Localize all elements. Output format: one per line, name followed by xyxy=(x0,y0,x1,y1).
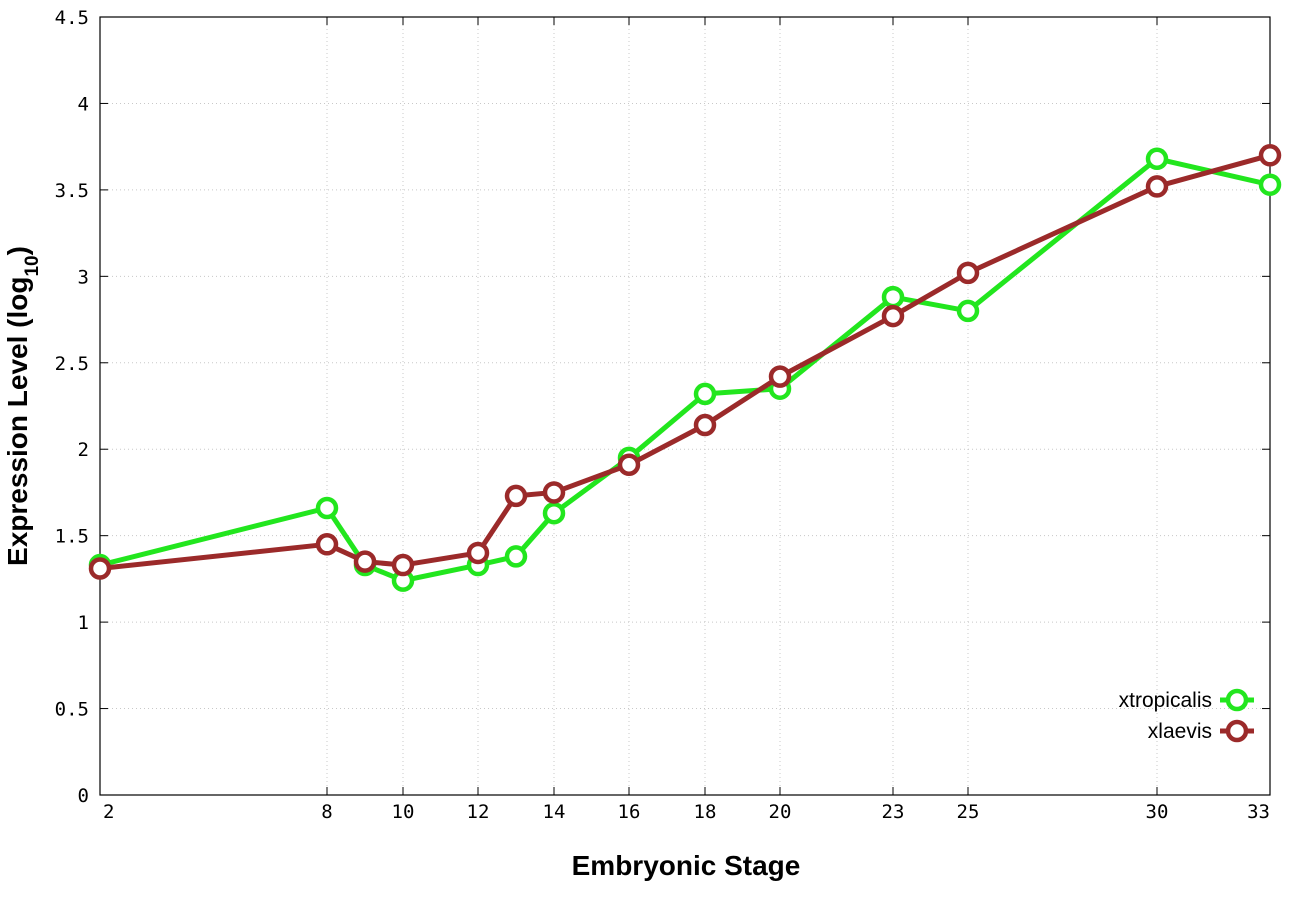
series-line xyxy=(99,152,1271,572)
data-point xyxy=(504,484,528,508)
y-tick-label: 4 xyxy=(78,93,89,115)
y-tick-label: 3.5 xyxy=(55,180,89,202)
data-point xyxy=(768,365,792,388)
data-point xyxy=(693,413,717,437)
data-point xyxy=(88,557,112,580)
y-tick-label: 2 xyxy=(78,439,89,461)
data-point xyxy=(693,382,717,406)
y-tick-label: 0.5 xyxy=(55,699,89,721)
data-point xyxy=(1145,175,1169,198)
grid xyxy=(100,17,1270,795)
legend-marker xyxy=(1225,688,1249,712)
data-point xyxy=(1258,173,1282,196)
x-tick-label: 25 xyxy=(957,801,980,823)
x-tick-label: 33 xyxy=(1247,801,1270,823)
data-point xyxy=(956,299,980,323)
x-tick-label: 10 xyxy=(392,801,415,823)
legend-marker xyxy=(1225,719,1249,743)
x-axis-title: Embryonic Stage xyxy=(572,850,801,881)
y-tick-label: 1 xyxy=(78,612,89,634)
data-point xyxy=(504,545,528,568)
data-point xyxy=(315,533,339,556)
data-point xyxy=(881,285,905,309)
legend-label: xtropicalis xyxy=(1119,689,1212,712)
data-point xyxy=(542,481,566,504)
series-line xyxy=(99,156,1271,584)
x-tick-label: 20 xyxy=(769,801,792,823)
axis-ticks: 2 8 10 12 14 16 18 20 23 25 30 33 0 0.5 1 1.5 2 2.5 3 3.5 4 4… xyxy=(55,7,1271,823)
y-axis-title: Expression Level (log10) xyxy=(2,246,43,566)
plot-frame xyxy=(99,16,1271,796)
legend-item-xtropicalis: xtropicalis xyxy=(1119,688,1254,712)
x-tick-label: 18 xyxy=(694,801,717,823)
y-tick-label: 1.5 xyxy=(55,526,89,548)
y-tick-label: 2.5 xyxy=(55,353,89,375)
legend: xtropicalis xlaevis xyxy=(1119,688,1254,743)
series-group xyxy=(88,144,1282,592)
legend-item-xlaevis: xlaevis xyxy=(1148,719,1254,743)
data-point xyxy=(542,501,566,525)
x-tick-label: 12 xyxy=(467,801,490,823)
data-point xyxy=(391,553,415,577)
y-axis-title-end: ) xyxy=(2,246,33,255)
y-tick-label: 4.5 xyxy=(55,7,89,29)
data-point xyxy=(1145,147,1169,171)
x-tick-label: 16 xyxy=(618,801,641,823)
data-point xyxy=(617,453,641,477)
x-tick-label: 2 xyxy=(103,801,114,823)
y-axis-title-main: Expression Level (log xyxy=(2,277,33,566)
legend-label: xlaevis xyxy=(1148,720,1212,743)
data-point xyxy=(466,541,490,565)
data-point xyxy=(881,304,905,328)
data-point xyxy=(1258,144,1282,167)
y-axis-title-subscript: 10 xyxy=(22,255,43,276)
series-xlaevis xyxy=(88,144,1282,580)
y-tick-label: 3 xyxy=(78,266,89,288)
series-xtropicalis xyxy=(88,147,1282,592)
x-tick-label: 8 xyxy=(321,801,332,823)
data-point xyxy=(315,496,339,520)
x-tick-label: 30 xyxy=(1146,801,1169,823)
data-point xyxy=(956,261,980,285)
x-tick-label: 14 xyxy=(543,801,566,823)
x-tick-label: 23 xyxy=(882,801,905,823)
data-point xyxy=(353,550,377,573)
y-tick-label: 0 xyxy=(78,785,89,807)
